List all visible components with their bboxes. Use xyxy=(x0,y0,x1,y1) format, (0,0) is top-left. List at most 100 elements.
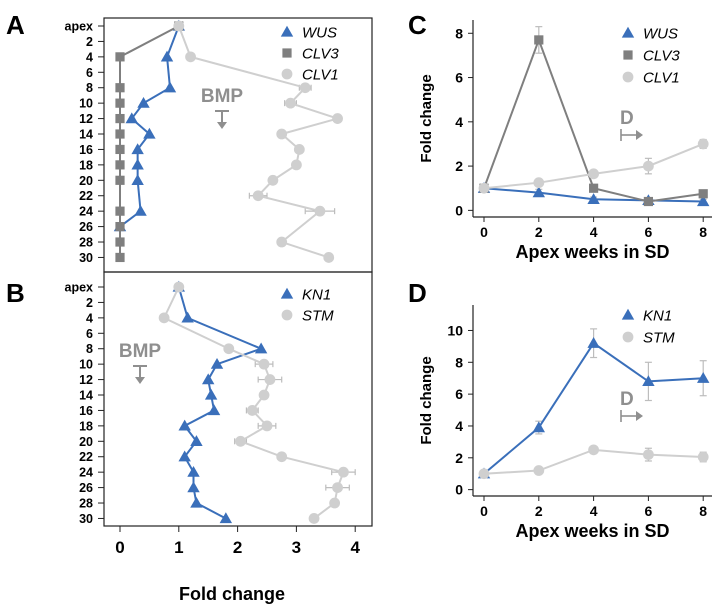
data-point xyxy=(131,158,144,170)
y-tick-label: 6 xyxy=(86,66,93,80)
legend-label-stm: STM xyxy=(643,330,675,347)
d-label: D xyxy=(620,108,634,129)
data-point xyxy=(588,444,599,456)
legend-marker-clv1 xyxy=(622,71,634,83)
data-point xyxy=(264,374,276,385)
panel-c: 0 2 4 6 8 0 2 4 6 8 Fold change Apex weeks in SD WUS… xyxy=(418,20,712,262)
y-tick-label: 6 xyxy=(86,327,93,341)
data-point xyxy=(534,35,544,45)
data-point xyxy=(332,482,343,493)
y-tick-label: 4 xyxy=(455,114,463,130)
data-point xyxy=(235,435,246,447)
y-tick-label: 2 xyxy=(455,450,463,466)
y-tick-label: 10 xyxy=(447,322,463,338)
panel-letter-b: B xyxy=(6,278,25,308)
x-tick-label: 8 xyxy=(699,224,707,240)
data-point xyxy=(643,196,653,207)
data-point xyxy=(589,183,599,193)
x-tick-label: 2 xyxy=(535,224,543,240)
data-point xyxy=(187,465,200,477)
data-point xyxy=(267,174,279,186)
x-tick-label: 6 xyxy=(645,224,653,240)
data-point xyxy=(308,513,320,524)
y-axis-title: Fold change xyxy=(418,74,435,162)
panel-letter-d: D xyxy=(408,278,427,308)
data-point xyxy=(258,389,270,401)
legend-marker-clv3 xyxy=(623,50,633,60)
data-point xyxy=(323,252,335,263)
legend-label-wus: WUS xyxy=(302,25,337,42)
legend-marker-kn1 xyxy=(621,308,635,320)
data-point xyxy=(125,112,138,124)
y-tick-label: 20 xyxy=(79,435,93,449)
data-point xyxy=(478,468,490,480)
series-wus xyxy=(113,19,185,232)
data-point xyxy=(642,375,655,387)
data-point xyxy=(131,174,144,185)
legend-marker-stm xyxy=(622,331,634,343)
legend-label-clv1: CLV1 xyxy=(302,67,339,84)
series-clv1 xyxy=(478,138,709,194)
x-tick-label: 0 xyxy=(480,503,488,519)
y-tick-label: 14 xyxy=(79,389,93,403)
data-point xyxy=(207,404,221,416)
y-tick-label: 22 xyxy=(79,189,93,203)
data-point xyxy=(115,129,125,139)
data-point xyxy=(115,175,125,185)
data-point xyxy=(143,127,156,139)
y-tick-label: 16 xyxy=(79,143,93,157)
x-tick-label: 4 xyxy=(590,224,598,240)
data-point xyxy=(532,421,545,433)
data-point xyxy=(291,159,302,171)
data-point xyxy=(261,420,273,432)
data-point xyxy=(187,481,200,493)
x-tick-label: 0 xyxy=(480,224,488,240)
data-point xyxy=(697,138,709,150)
y-tick-label: 24 xyxy=(79,205,93,219)
data-point xyxy=(115,221,125,232)
y-tick-label: 6 xyxy=(455,386,463,402)
y-axis-title: Fold change xyxy=(418,356,435,444)
data-point xyxy=(178,450,191,462)
d-label: D xyxy=(620,389,634,410)
x-tick-label: 2 xyxy=(535,503,543,519)
x-axis-title: Apex weeks in SD xyxy=(515,242,669,262)
x-axis-title-left: Fold change xyxy=(179,584,285,604)
data-point xyxy=(246,405,258,416)
y-tick-label: 26 xyxy=(79,481,93,495)
x-tick-label: 4 xyxy=(590,503,598,519)
y-tick-label: 2 xyxy=(86,35,93,49)
y-tick-label: 18 xyxy=(79,419,93,433)
data-point xyxy=(173,281,185,293)
data-point xyxy=(190,435,203,446)
data-point xyxy=(276,128,288,140)
data-point xyxy=(115,144,125,155)
y-tick-label: 30 xyxy=(79,251,93,265)
data-point xyxy=(134,204,147,216)
data-point xyxy=(163,81,177,93)
y-tick-label: 4 xyxy=(455,418,463,434)
bmp-label: BMP xyxy=(201,86,244,107)
y-tick-label: apex xyxy=(65,20,94,34)
data-point xyxy=(643,449,654,461)
legend-label-kn1: KN1 xyxy=(643,308,672,325)
data-point xyxy=(314,205,326,217)
y-tick-label: 2 xyxy=(86,296,93,310)
data-point xyxy=(115,98,125,108)
legend-label-clv1: CLV1 xyxy=(643,70,680,87)
data-point xyxy=(532,186,545,198)
data-point xyxy=(698,189,708,199)
x-tick-label: 1 xyxy=(174,538,183,557)
x-tick-label: 2 xyxy=(233,538,242,557)
data-point xyxy=(115,237,125,247)
bmp-annotation: BMP xyxy=(119,341,162,384)
d-annotation: D xyxy=(620,389,643,422)
legend-marker-stm xyxy=(281,309,293,321)
bmp-label: BMP xyxy=(119,341,162,362)
panel-letter-c: C xyxy=(408,10,427,40)
data-point xyxy=(338,466,349,478)
data-point xyxy=(137,96,150,108)
data-point xyxy=(158,312,170,324)
y-tick-label: 28 xyxy=(79,497,93,511)
